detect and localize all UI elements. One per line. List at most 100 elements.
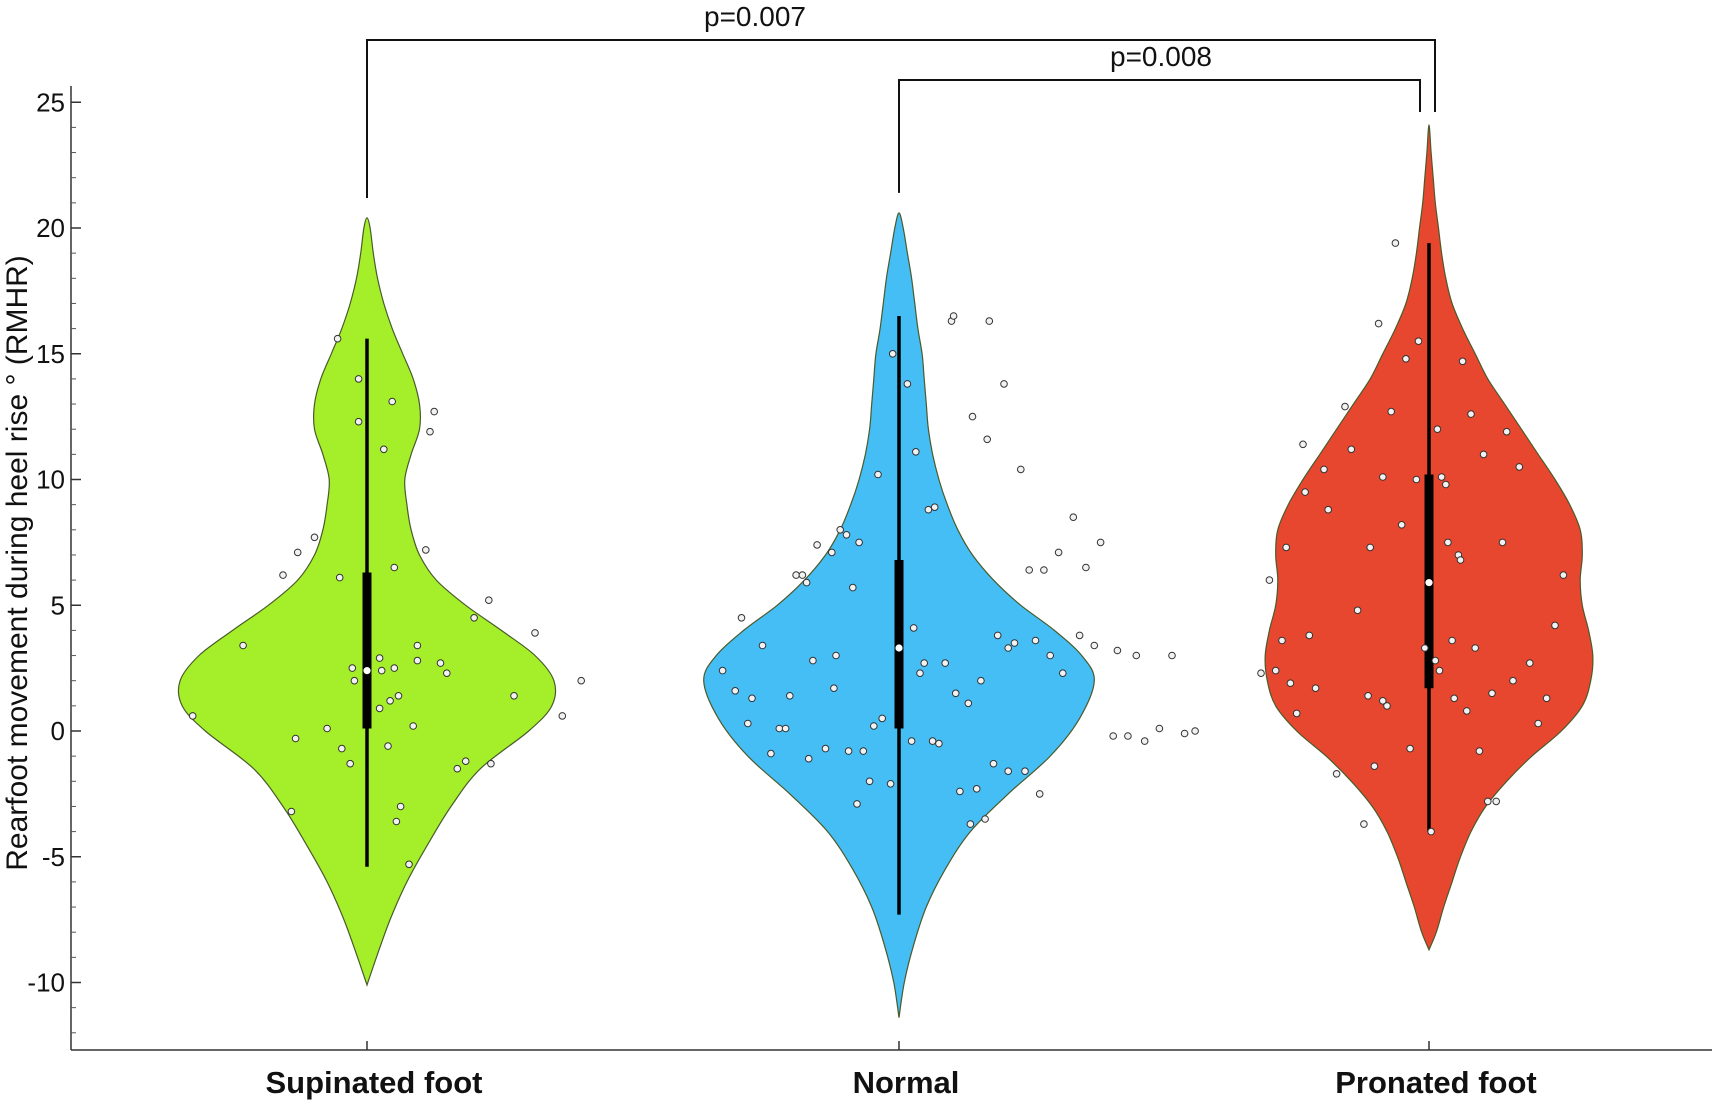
- data-point: [1286, 679, 1295, 688]
- data-point: [907, 737, 916, 745]
- data-point: [310, 533, 319, 542]
- data-point: [1397, 521, 1406, 529]
- data-point: [1437, 473, 1446, 481]
- data-point: [968, 412, 977, 421]
- data-point: [380, 445, 388, 454]
- data-point: [798, 571, 807, 579]
- data-point: [1534, 719, 1542, 728]
- data-point: [1383, 702, 1391, 710]
- data-point: [239, 641, 247, 650]
- data-point: [531, 629, 539, 637]
- data-point: [1479, 450, 1488, 459]
- data-point: [930, 503, 939, 512]
- data-point: [375, 704, 384, 713]
- data-point: [388, 397, 397, 406]
- data-point: [1109, 732, 1117, 740]
- data-point: [1341, 402, 1349, 411]
- y-tick-label: 0: [51, 716, 65, 746]
- x-category-label: Normal: [853, 1065, 960, 1100]
- data-point: [951, 689, 960, 698]
- median-marker: [363, 667, 371, 675]
- data-point: [1140, 737, 1149, 745]
- data-point: [1509, 676, 1517, 685]
- data-point: [1467, 410, 1475, 418]
- data-point: [916, 669, 924, 678]
- data-point: [1526, 659, 1534, 667]
- data-point: [832, 651, 840, 660]
- data-point: [279, 571, 287, 579]
- data-point: [323, 724, 331, 733]
- data-point: [390, 563, 399, 572]
- data-point: [1402, 355, 1410, 363]
- data-point: [485, 596, 493, 605]
- data-point: [1370, 762, 1379, 771]
- data-point: [1004, 767, 1013, 776]
- y-tick-label: 5: [51, 590, 65, 620]
- data-point: [1406, 744, 1414, 753]
- data-point: [287, 807, 296, 816]
- data-point: [964, 699, 973, 708]
- data-point: [903, 380, 912, 388]
- data-point: [1475, 747, 1484, 755]
- data-point: [443, 669, 451, 678]
- data-point: [1271, 666, 1280, 675]
- data-point: [886, 780, 895, 788]
- y-tick-label: 20: [36, 213, 65, 243]
- data-point: [909, 624, 918, 632]
- data-point: [405, 860, 413, 869]
- data-point: [1492, 797, 1500, 806]
- data-point: [1435, 666, 1444, 675]
- data-point: [1040, 566, 1048, 574]
- data-point: [1379, 697, 1387, 705]
- data-point: [1124, 732, 1132, 740]
- data-point: [487, 759, 495, 768]
- data-point: [1305, 631, 1314, 640]
- data-point: [354, 375, 363, 383]
- data-point: [1456, 556, 1465, 564]
- data-point: [1463, 707, 1471, 715]
- data-point: [392, 817, 401, 826]
- data-point: [1292, 709, 1301, 718]
- data-point: [836, 526, 845, 534]
- data-point: [977, 676, 985, 685]
- data-point: [1191, 727, 1199, 735]
- data-point: [849, 583, 857, 592]
- data-point: [949, 312, 958, 320]
- bracket-line: [898, 79, 1421, 193]
- data-point: [1265, 576, 1274, 584]
- data-point: [813, 541, 821, 549]
- data-point: [1347, 445, 1356, 454]
- data-point: [1448, 636, 1456, 645]
- median-marker: [895, 644, 903, 652]
- data-point: [744, 719, 752, 728]
- data-point: [1421, 644, 1429, 652]
- data-point: [1082, 563, 1090, 572]
- data-point: [409, 722, 418, 730]
- data-point: [972, 785, 981, 793]
- y-axis-title: Rearfoot movement during heel rise ° (RM…: [1, 255, 34, 871]
- data-point: [293, 548, 302, 557]
- data-point: [1387, 407, 1395, 416]
- data-point: [386, 697, 394, 705]
- data-point: [510, 692, 518, 700]
- data-point: [1113, 646, 1122, 655]
- data-point: [993, 631, 1002, 640]
- data-point: [804, 754, 813, 763]
- data-point: [1311, 684, 1320, 693]
- data-point: [1502, 427, 1511, 436]
- data-point: [470, 614, 478, 622]
- significance-bracket: p=0.007: [366, 1, 1436, 198]
- data-point: [981, 815, 989, 823]
- data-point: [453, 764, 462, 773]
- data-point: [1332, 770, 1341, 778]
- data-point: [1551, 621, 1559, 630]
- significance-bracket: p=0.008: [898, 41, 1421, 193]
- data-point: [737, 614, 746, 622]
- data-point: [558, 712, 567, 720]
- data-point: [1021, 767, 1029, 776]
- data-point: [413, 641, 422, 650]
- data-point: [1035, 790, 1044, 798]
- y-tick-label: 15: [36, 339, 65, 369]
- data-point: [377, 666, 386, 675]
- data-point: [350, 676, 359, 685]
